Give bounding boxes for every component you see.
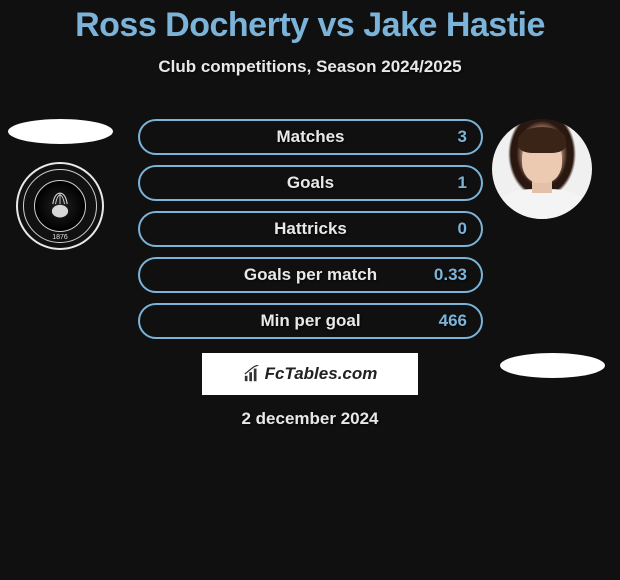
stat-value-right: 0	[458, 219, 467, 239]
stat-label: Goals per match	[140, 265, 481, 285]
stat-label: Hattricks	[140, 219, 481, 239]
stat-row: Min per goal466	[138, 303, 483, 339]
stat-value-right: 0.33	[434, 265, 467, 285]
stat-row: Matches3	[138, 119, 483, 155]
left-player-column: 1876	[8, 119, 128, 250]
avatar-shirt	[502, 189, 582, 219]
stat-row: Hattricks0	[138, 211, 483, 247]
avatar-hair	[518, 127, 566, 153]
stat-value-right: 1	[458, 173, 467, 193]
right-player-column	[492, 119, 612, 378]
stat-value-right: 3	[458, 127, 467, 147]
stat-value-right: 466	[439, 311, 467, 331]
left-club-crest: 1876	[16, 162, 104, 250]
stat-row: Goals1	[138, 165, 483, 201]
bar-chart-icon	[243, 365, 261, 383]
content-area: 1876 Matches3 Goals1 Hattricks0 Goals per m…	[0, 119, 620, 429]
stat-label: Goals	[140, 173, 481, 193]
page-title: Ross Docherty vs Jake Hastie	[0, 0, 620, 45]
stats-list: Matches3Goals1Hattricks0Goals per match0…	[138, 119, 483, 339]
left-player-pill	[8, 119, 113, 144]
infographic-root: Ross Docherty vs Jake Hastie Club compet…	[0, 0, 620, 429]
stat-label: Min per goal	[140, 311, 481, 331]
brand-badge: FcTables.com	[202, 353, 418, 395]
right-player-avatar	[492, 119, 592, 219]
brand-text: FcTables.com	[265, 364, 378, 384]
crest-year: 1876	[18, 234, 102, 241]
subtitle: Club competitions, Season 2024/2025	[0, 57, 620, 77]
right-player-pill	[500, 353, 605, 378]
thistle-icon	[42, 186, 78, 222]
date-text: 2 december 2024	[0, 409, 620, 429]
stat-row: Goals per match0.33	[138, 257, 483, 293]
stat-label: Matches	[140, 127, 481, 147]
